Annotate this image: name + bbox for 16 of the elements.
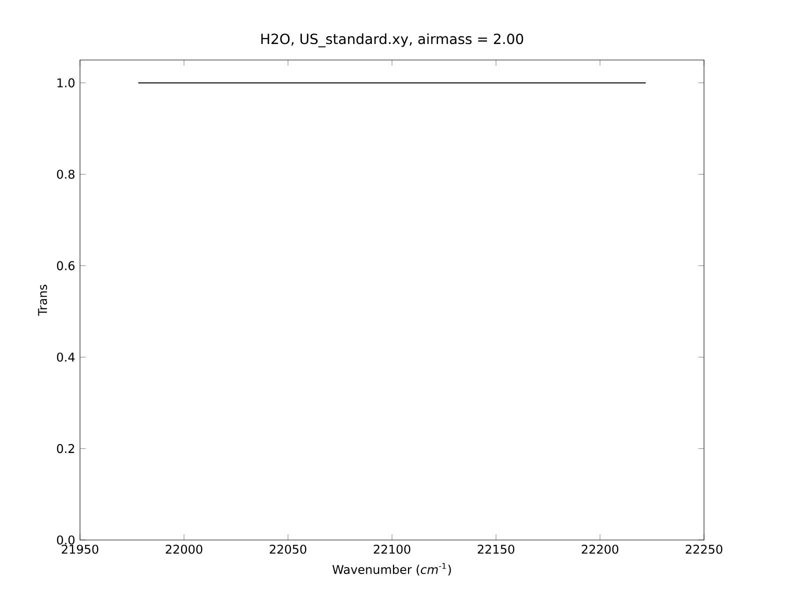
x-tick-label: 22050	[270, 544, 306, 554]
y-tick-label: 0.2	[57, 444, 74, 454]
x-tick-label: 22250	[686, 544, 722, 554]
x-tick-label: 22000	[166, 544, 202, 554]
y-tick-label: 0.8	[57, 170, 74, 179]
chart-title: H2O, US_standard.xy, airmass = 2.00	[261, 33, 524, 48]
x-tick-label: 22100	[374, 544, 410, 554]
x-tick-label: 22200	[582, 544, 618, 554]
y-tick-label: 0.4	[57, 352, 75, 362]
y-tick-label: 0.0	[57, 535, 74, 545]
x-tick-label: 21950	[62, 544, 98, 554]
y-tick-label: 0.6	[57, 261, 75, 270]
y-tick-label: 1.0	[58, 78, 74, 88]
x-tick-label: 22150	[478, 544, 514, 554]
x-axis-title: Wavenumber (cm$^{-1}$)	[332, 562, 451, 576]
y-axis-title: Trans	[38, 284, 48, 316]
